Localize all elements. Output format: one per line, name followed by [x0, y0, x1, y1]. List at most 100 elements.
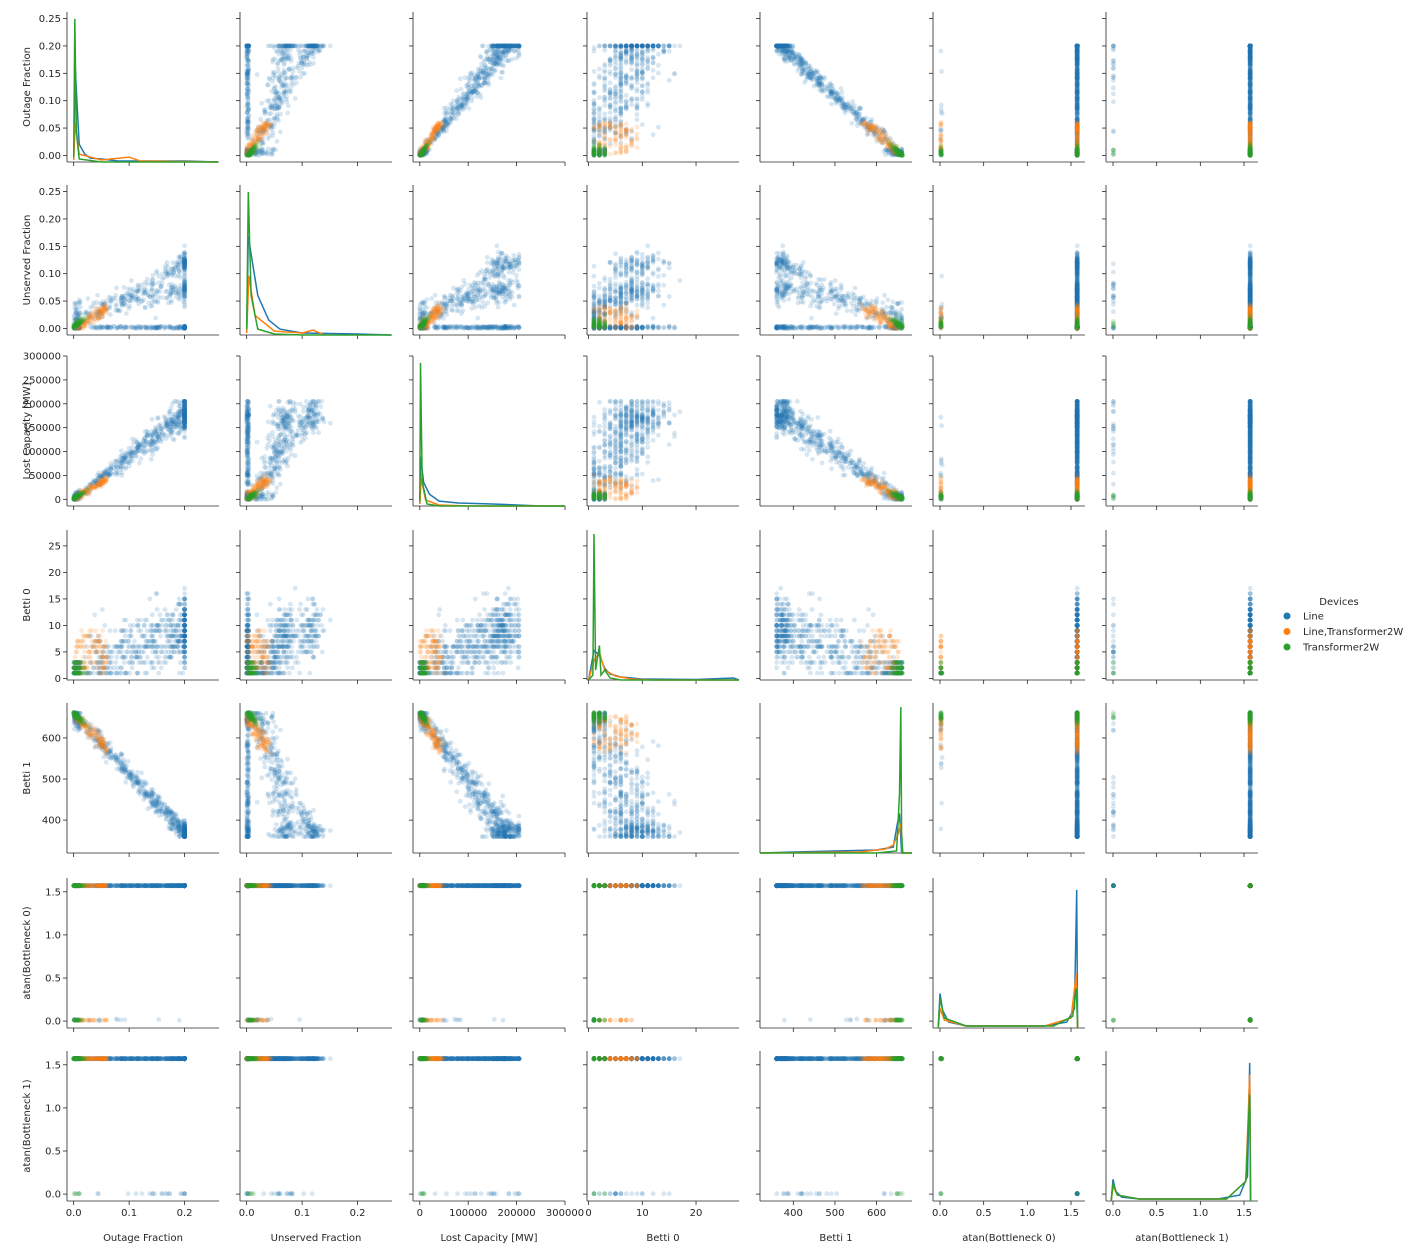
scatter-point: [485, 49, 490, 54]
scatter-point: [246, 106, 251, 111]
y-tick-label: 0.05: [39, 124, 61, 135]
scatter-point: [245, 44, 250, 49]
scatter-point: [245, 81, 250, 86]
scatter-point: [245, 76, 250, 81]
panel-of-vs-b0: [583, 12, 739, 166]
scatter-point: [459, 87, 464, 92]
y-tick-label: 0.10: [39, 96, 61, 107]
y-tick-label: 0.00: [39, 151, 61, 162]
scatter-point: [287, 67, 292, 72]
scatter-point: [480, 44, 485, 49]
scatter-point: [474, 74, 479, 79]
scatter-point: [266, 44, 271, 49]
density-line-line: [74, 68, 218, 162]
y-tick-label: 0.20: [39, 41, 61, 52]
scatter-point: [491, 44, 496, 49]
scatter-point: [494, 61, 499, 66]
scatter-point: [249, 148, 254, 153]
scatter-point: [259, 101, 264, 106]
scatter-point: [306, 50, 311, 55]
panel-of-vs-lc: [409, 12, 565, 166]
scatter-point: [448, 102, 453, 107]
scatter-point: [267, 111, 272, 116]
scatter-point: [463, 100, 468, 105]
scatter-point: [278, 112, 283, 117]
scatter-point: [270, 130, 275, 135]
scatter-point: [483, 77, 488, 82]
scatter-point: [289, 81, 294, 86]
scatter-point: [262, 112, 267, 117]
scatter-point: [246, 48, 251, 53]
scatter-point: [259, 149, 264, 154]
scatter-point: [283, 81, 288, 86]
scatter-point: [245, 130, 250, 135]
scatter-point: [422, 138, 427, 143]
scatter-point: [285, 88, 290, 93]
scatter-point: [286, 103, 291, 108]
scatter-point: [466, 76, 471, 81]
scatter-point: [270, 105, 275, 110]
scatter-point: [273, 74, 278, 79]
panel-of-vs-uf: [236, 12, 392, 166]
scatter-point: [516, 50, 521, 55]
scatter-point: [274, 96, 279, 101]
scatter-point: [315, 44, 320, 49]
scatter-point: [282, 68, 287, 73]
scatter-point: [271, 147, 276, 152]
scatter-point: [304, 44, 309, 49]
density-line-transformer2w: [74, 19, 218, 162]
panel-of-vs-of: 0.000.050.100.150.200.25: [39, 12, 219, 166]
scatter-point: [303, 62, 308, 67]
scatter-point: [274, 49, 279, 54]
scatter-point: [276, 78, 281, 83]
scatter-point: [254, 135, 259, 140]
scatter-point: [467, 89, 472, 94]
scatter-point: [500, 50, 505, 55]
scatter-point: [456, 112, 461, 117]
y-tick-label: 0.15: [39, 69, 61, 80]
scatter-point: [246, 120, 251, 125]
scatter-point: [308, 44, 313, 49]
scatter-point: [321, 44, 326, 49]
scatter-point: [246, 100, 251, 105]
scatter-point: [245, 54, 250, 59]
scatter-point: [287, 44, 292, 49]
scatter-point: [448, 112, 453, 117]
scatter-point: [285, 111, 290, 116]
scatter-point: [490, 72, 495, 77]
scatter-point: [265, 83, 270, 88]
scatter-point: [459, 105, 464, 110]
scatter-point: [297, 52, 302, 57]
scatter-point: [455, 98, 460, 103]
scatter-point: [498, 57, 503, 62]
scatter-point: [476, 67, 481, 72]
scatter-point: [298, 75, 303, 80]
scatter-point: [275, 103, 280, 108]
scatter-point: [264, 150, 269, 155]
scatter-point: [435, 124, 440, 129]
scatter-point: [459, 96, 464, 101]
scatter-point: [279, 50, 284, 55]
scatter-point: [421, 148, 426, 153]
scatter-point: [311, 55, 316, 60]
scatter-point: [293, 96, 298, 101]
scatter-point: [470, 70, 475, 75]
scatter-point: [245, 87, 250, 92]
scatter-point: [474, 87, 479, 92]
scatter-point: [294, 80, 299, 85]
scatter-point: [295, 65, 300, 70]
scatter-point: [656, 63, 661, 68]
scatter-point: [260, 124, 265, 129]
scatter-point: [246, 72, 251, 77]
scatter-point: [672, 44, 677, 49]
scatter-point: [275, 89, 280, 94]
scatter-point: [267, 77, 272, 82]
scatter-point: [499, 70, 504, 75]
scatter-point: [300, 65, 305, 70]
scatter-point: [479, 62, 484, 67]
scatter-point: [246, 94, 251, 99]
scatter-point: [651, 132, 656, 137]
scatter-point: [500, 44, 505, 49]
scatter-point: [328, 44, 333, 49]
